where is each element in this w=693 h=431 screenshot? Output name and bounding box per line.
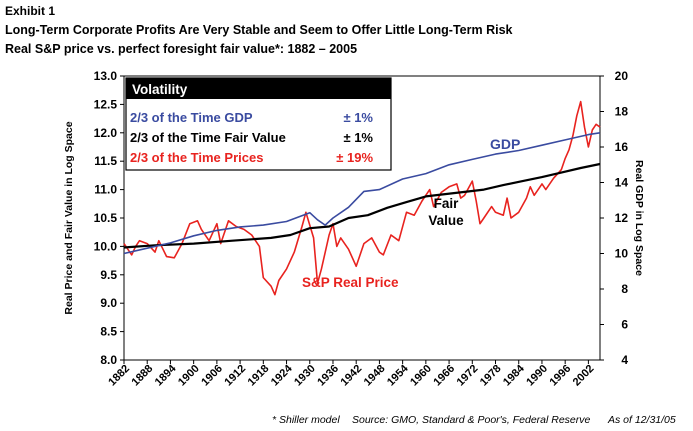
right-tick-label: 12	[615, 211, 629, 225]
left-tick-label: 9.5	[100, 268, 117, 282]
x-tick-label: 1942	[339, 363, 365, 389]
fair-annotation: Fair	[434, 196, 460, 211]
volatility-box: Volatility 2/3 of the Time GDP ± 1% 2/3 of …	[125, 77, 392, 171]
gdp-annotation: GDP	[490, 136, 520, 152]
volatility-row-label: 2/3 of the Time GDP	[130, 110, 253, 125]
x-tick-label: 1888	[130, 363, 156, 389]
volatility-header-bg	[126, 78, 391, 99]
volatility-row-label: 2/3 of the Time Fair Value	[130, 130, 286, 145]
gdp-line	[123, 132, 601, 255]
left-tick-label: 8.5	[100, 325, 117, 339]
left-tick-label: 8.0	[100, 353, 117, 367]
left-tick-label: 10.0	[94, 239, 118, 253]
footnote-source: Source: GMO, Standard & Poor's, Federal …	[352, 414, 591, 426]
right-axis-title: Real GDP in Log Space	[633, 160, 645, 276]
annotations-layer: GDP Fair Value S&P Real Price	[302, 136, 520, 290]
series-layer	[123, 100, 601, 296]
x-tick-label: 1948	[362, 363, 388, 389]
volatility-header: Volatility	[132, 82, 188, 97]
volatility-row-value: ± 1%	[343, 110, 373, 125]
x-tick-label: 1996	[547, 363, 573, 389]
volatility-row-label: 2/3 of the Time Prices	[130, 150, 263, 165]
right-tick-label: 6	[621, 318, 628, 332]
x-tick-label: 1930	[292, 363, 318, 389]
left-axis-title: Real Price and Fair Value in Log Space	[63, 121, 75, 314]
volatility-row-value: ± 1%	[343, 130, 373, 145]
exhibit-label: Exhibit 1	[5, 4, 56, 18]
chart-subtitle: Real S&P price vs. perfect foresight fai…	[5, 42, 358, 56]
right-tick-label: 4	[621, 353, 628, 367]
x-tick-label: 1966	[431, 363, 457, 389]
x-tick-label: 1954	[385, 362, 411, 388]
x-tick-label: 1972	[455, 363, 481, 389]
x-tick-label: 2002	[571, 363, 597, 389]
left-tick-label: 10.5	[94, 211, 118, 225]
x-tick-label: 1990	[524, 363, 550, 389]
x-tick-label: 1894	[153, 362, 179, 388]
left-tick-label: 12.0	[94, 126, 118, 140]
right-tick-label: 8	[621, 282, 628, 296]
axes-layer: 8.0 8.5 9.0 9.5 10.0 10.5 11.0 11.5 12.0 12.5 13.0…	[63, 69, 645, 388]
left-tick-label: 12.5	[94, 97, 118, 111]
right-tick-label: 10	[615, 247, 629, 261]
fair-value-line	[123, 162, 601, 249]
left-tick-label: 9.0	[100, 296, 117, 310]
x-tick-label: 1984	[501, 362, 527, 388]
footnote-as-of: As of 12/31/05	[608, 414, 676, 426]
x-tick-label: 1924	[269, 362, 295, 388]
chart-title: Long-Term Corporate Profits Are Very Sta…	[5, 23, 513, 37]
left-tick-label: 13.0	[94, 69, 118, 83]
volatility-row-value: ± 19%	[336, 150, 373, 165]
left-tick-label: 11.5	[94, 154, 117, 168]
x-tick-label: 1900	[176, 363, 202, 389]
right-tick-label: 20	[615, 69, 629, 83]
value-annotation: Value	[428, 213, 464, 228]
x-tick-label: 1936	[315, 363, 341, 389]
sp-price-annotation: S&P Real Price	[302, 275, 399, 290]
footnote-model: * Shiller model	[272, 414, 340, 426]
x-tick-label: 1978	[478, 363, 504, 389]
left-tick-label: 11.0	[94, 183, 117, 197]
right-tick-label: 14	[615, 176, 629, 190]
x-tick-label: 1912	[222, 363, 248, 389]
sp-price-line	[123, 100, 601, 296]
x-tick-label: 1960	[408, 363, 434, 389]
right-tick-label: 18	[615, 105, 629, 119]
right-tick-label: 16	[615, 140, 629, 154]
x-tick-label: 1906	[199, 363, 225, 389]
x-tick-label: 1918	[246, 363, 272, 389]
